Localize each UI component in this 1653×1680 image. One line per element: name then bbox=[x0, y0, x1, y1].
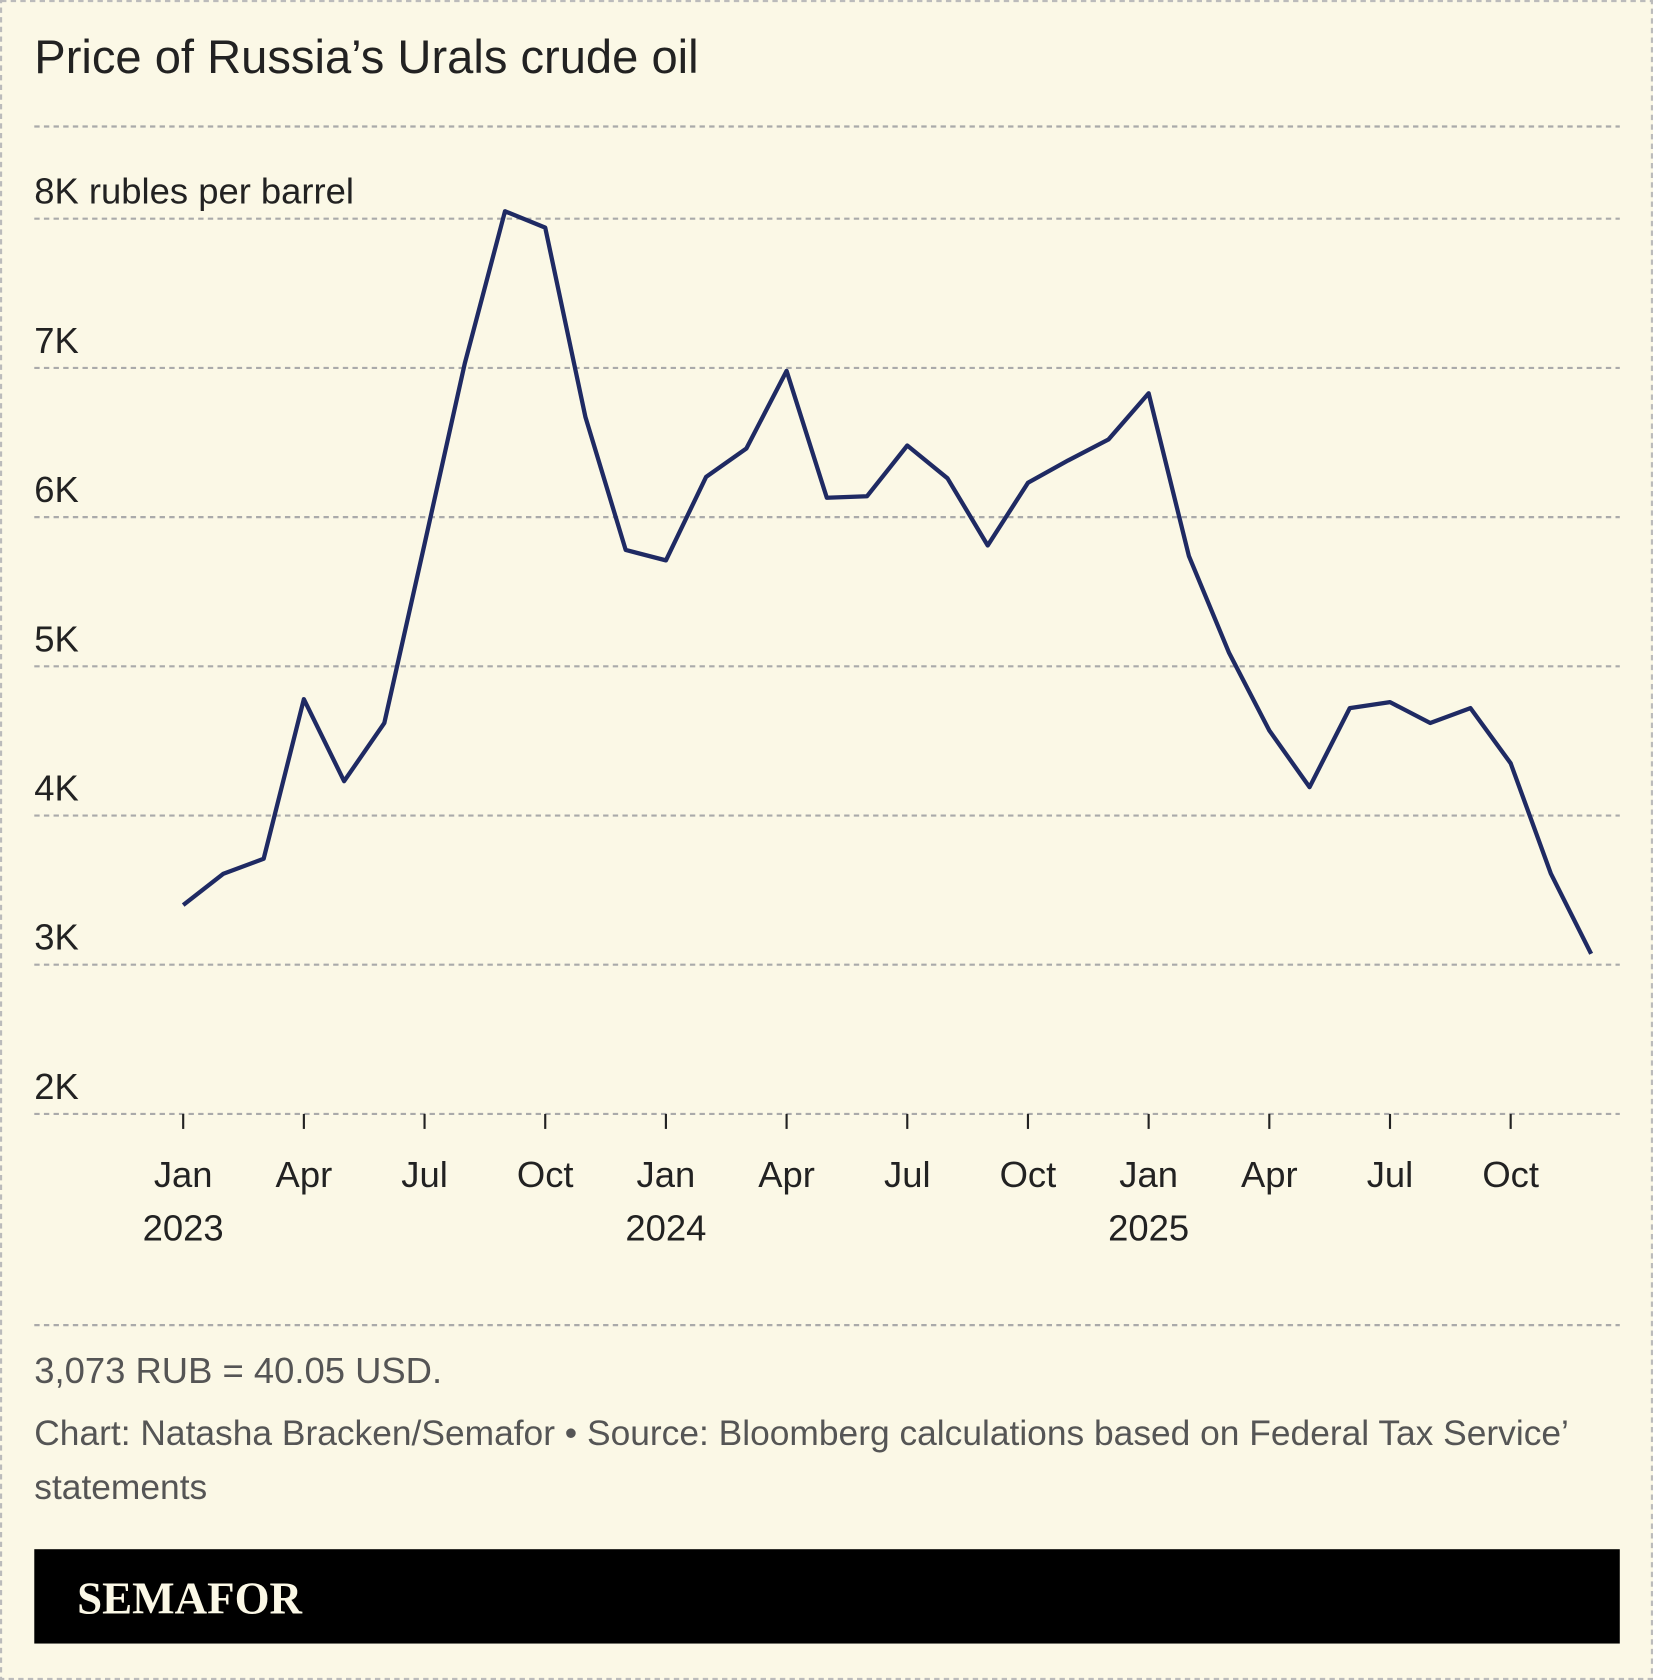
x-tick-label: Jan bbox=[154, 1154, 213, 1195]
x-tick-label: Jul bbox=[401, 1154, 448, 1195]
y-tick-label: 4K bbox=[34, 767, 79, 808]
x-tick-label: Oct bbox=[517, 1154, 574, 1195]
x-tick-label: Apr bbox=[276, 1154, 333, 1195]
x-tick-label: 2025 bbox=[1108, 1207, 1189, 1248]
y-tick-label: 8K rubles per barrel bbox=[34, 171, 354, 212]
x-tick-label: 2023 bbox=[143, 1207, 224, 1248]
line bbox=[181, 209, 1594, 955]
x-tick-label: Oct bbox=[1482, 1154, 1539, 1195]
source: Chart: Natasha Bracken/Semafor • Source:… bbox=[34, 1413, 1568, 1507]
source-box: Chart: Natasha Bracken/Semafor • Source:… bbox=[34, 1413, 1568, 1507]
y-tick-label: 5K bbox=[34, 618, 79, 659]
x-tick-label: 2024 bbox=[625, 1207, 706, 1248]
brand-bar bbox=[34, 1549, 1620, 1644]
x-tick-label: Jan bbox=[1119, 1154, 1178, 1195]
brand: SEMAFOR bbox=[77, 1574, 302, 1624]
x-tick-label: Jan bbox=[637, 1154, 696, 1195]
x-tick-label: Jul bbox=[884, 1154, 931, 1195]
y-tick-label: 2K bbox=[34, 1066, 79, 1107]
x-tick-label: Oct bbox=[1000, 1154, 1057, 1195]
y-tick-label: 6K bbox=[34, 469, 79, 510]
x-tick-label: Apr bbox=[758, 1154, 815, 1195]
y-tick-label: 3K bbox=[34, 917, 79, 958]
y-tick-label: 7K bbox=[34, 320, 79, 361]
chart-title: Price of Russia’s Urals crude oil bbox=[34, 30, 698, 83]
x-tick-label: Apr bbox=[1241, 1154, 1298, 1195]
x-tick-label: Jul bbox=[1367, 1154, 1414, 1195]
note: 3,073 RUB = 40.05 USD. bbox=[34, 1350, 442, 1391]
